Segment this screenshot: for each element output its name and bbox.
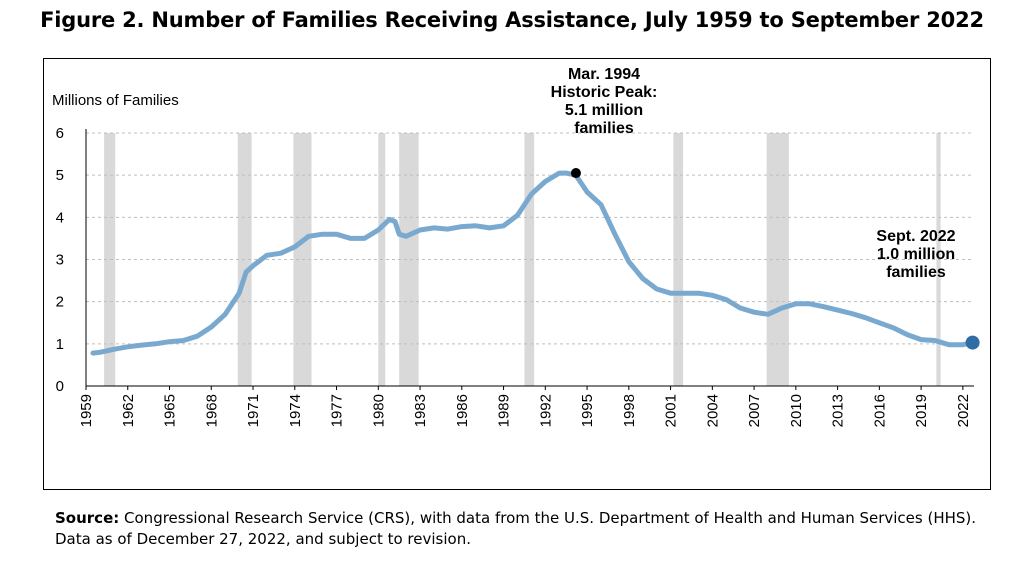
markers xyxy=(570,168,980,350)
x-tick-labels: 1959 1962 1965 1968 1971 1974 1977 1980 1983 1986… xyxy=(78,394,972,427)
annotation-1-line-1: 1.0 million xyxy=(877,246,955,263)
x-tick-1971: 1971 xyxy=(245,394,262,427)
annotation-0-line-0: Mar. 1994 xyxy=(568,66,640,83)
x-tick-2004: 2004 xyxy=(704,394,721,427)
peak-marker xyxy=(570,168,581,179)
y-tick-1: 1 xyxy=(56,336,64,353)
y-axis-label: Millions of Families xyxy=(52,92,179,109)
x-tick-1995: 1995 xyxy=(579,394,596,427)
source-label: Source: xyxy=(55,509,120,527)
y-tick-3: 3 xyxy=(56,252,64,269)
annotation-0-line-3: families xyxy=(574,120,634,137)
x-tick-1998: 1998 xyxy=(621,394,638,427)
source-note: Source: Congressional Research Service (… xyxy=(55,508,985,550)
x-tick-2019: 2019 xyxy=(913,394,930,427)
annotation-1-line-0: Sept. 2022 xyxy=(876,228,955,245)
source-text: Congressional Research Service (CRS), wi… xyxy=(55,509,977,548)
recession-bands xyxy=(104,133,941,386)
recession-band-4 xyxy=(399,133,419,386)
x-tick-1965: 1965 xyxy=(162,394,179,427)
chart-frame: Millions of Families 0 1 2 3 4 5 6 1959 1962 196… xyxy=(43,58,991,490)
x-tick-1986: 1986 xyxy=(454,394,471,427)
x-tick-1983: 1983 xyxy=(412,394,429,427)
x-tick-1962: 1962 xyxy=(120,394,137,427)
x-tick-1992: 1992 xyxy=(537,394,554,427)
recession-band-5 xyxy=(524,133,535,386)
x-tick-1977: 1977 xyxy=(329,394,346,427)
y-tick-5: 5 xyxy=(56,167,64,184)
x-tick-2007: 2007 xyxy=(746,394,763,427)
y-tick-labels: 0 1 2 3 4 5 6 xyxy=(56,125,64,395)
x-tick-1968: 1968 xyxy=(203,394,220,427)
figure-title: Figure 2. Number of Families Receiving A… xyxy=(40,8,984,32)
x-tick-2013: 2013 xyxy=(830,394,847,427)
line-chart: Millions of Families 0 1 2 3 4 5 6 1959 1962 196… xyxy=(52,66,980,427)
x-tick-2001: 2001 xyxy=(663,394,680,427)
x-tick-1959: 1959 xyxy=(78,394,95,427)
annotation-1-line-2: families xyxy=(886,264,946,281)
latest-marker xyxy=(965,335,980,350)
recession-band-0 xyxy=(104,133,116,386)
families-line xyxy=(90,170,976,356)
axes xyxy=(85,129,974,390)
y-tick-0: 0 xyxy=(56,378,64,395)
grid-lines xyxy=(86,132,974,345)
annotation-0-line-1: Historic Peak: xyxy=(551,84,658,101)
y-tick-2: 2 xyxy=(56,294,64,311)
x-tick-2010: 2010 xyxy=(788,394,805,427)
y-tick-6: 6 xyxy=(56,125,64,142)
x-tick-1989: 1989 xyxy=(496,394,513,427)
x-tick-2016: 2016 xyxy=(871,394,888,427)
annotation-0-line-2: 5.1 million xyxy=(565,102,643,119)
recession-band-6 xyxy=(673,133,684,386)
x-tick-1980: 1980 xyxy=(370,394,387,427)
x-tick-2022: 2022 xyxy=(955,394,972,427)
y-tick-4: 4 xyxy=(56,209,64,226)
x-tick-1974: 1974 xyxy=(287,394,304,427)
